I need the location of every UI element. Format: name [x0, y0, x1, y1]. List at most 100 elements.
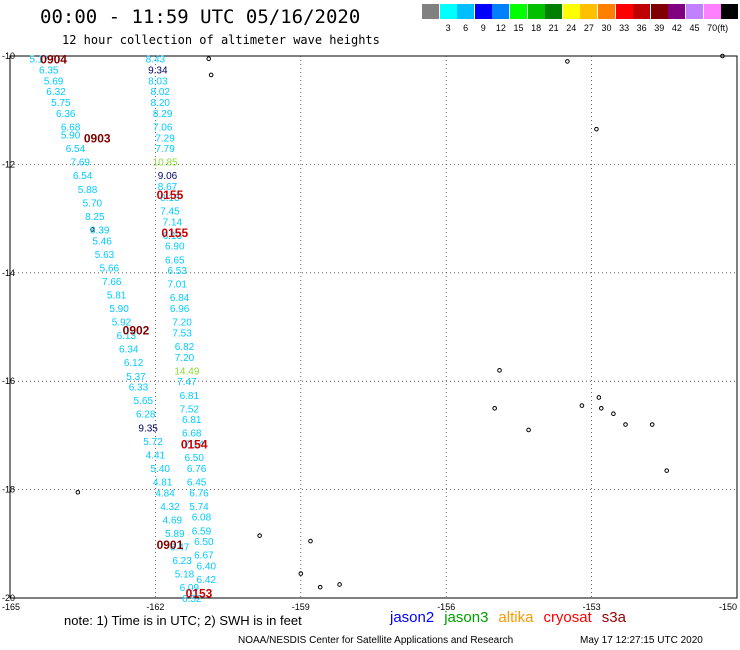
- island-mark: [579, 403, 585, 408]
- wave-height-value: 6.50: [184, 453, 204, 464]
- pass-time-label: 0904: [40, 53, 67, 67]
- wave-height-value: 6.68: [61, 122, 81, 133]
- generated-timestamp: May 17 12:27:15 UTC 2020: [580, 635, 703, 646]
- wave-height-value: 5.37: [126, 372, 146, 383]
- wave-height-value: 5.74: [189, 502, 209, 513]
- wave-height-value: 6.34: [119, 345, 139, 356]
- map-subtitle: 12 hour collection of altimeter wave hei…: [62, 33, 380, 47]
- wave-height-value: 6.23: [172, 556, 192, 567]
- wave-height-value: 8.29: [153, 109, 173, 120]
- wave-height-value: 5.90: [109, 304, 129, 315]
- scale-swatch: [650, 4, 668, 19]
- island-mark: [664, 468, 670, 473]
- wave-height-value: 7.14: [163, 217, 183, 228]
- wave-height-value: 5.75: [51, 98, 71, 109]
- wave-height-value: 6.68: [182, 429, 202, 440]
- scale-swatch: [474, 4, 492, 19]
- scale-label: 6: [463, 23, 469, 33]
- wave-height-value: 6.96: [170, 304, 190, 315]
- island-mark: [75, 490, 81, 495]
- scale-swatch: [439, 4, 457, 19]
- wave-height-value: 6.08: [192, 513, 212, 524]
- wave-height-value: 6.52: [182, 594, 202, 605]
- scale-label: 21: [548, 23, 559, 33]
- wave-height-value: 4.41: [146, 450, 166, 461]
- satellite-legend-jason2: jason2: [390, 609, 435, 626]
- scale-label: 39: [654, 23, 665, 33]
- wave-height-value: 6.47: [170, 543, 190, 554]
- scale-swatch: [492, 4, 510, 19]
- pass-time-label: 0155: [161, 226, 188, 240]
- scale-swatch: [686, 4, 703, 19]
- wave-height-value: 6.12: [124, 358, 144, 369]
- pass-time-label: 0155: [157, 188, 184, 202]
- wave-height-value: 5.18: [175, 570, 195, 581]
- wave-height-value: 6.09: [180, 583, 200, 594]
- scale-swatch: [703, 4, 721, 19]
- wave-height-value: 6.35: [39, 66, 59, 77]
- wave-height-value: 7.14: [184, 440, 204, 451]
- island-mark: [206, 56, 212, 62]
- lon-tick-label: -150: [719, 602, 737, 612]
- wave-height-value: 5.70: [83, 198, 103, 209]
- wave-height-value: 7.45: [160, 206, 180, 217]
- wave-height-value: 5.66: [100, 263, 120, 274]
- satellite-legend-altika: altika: [498, 609, 534, 626]
- lon-tick-label: -153: [583, 602, 601, 612]
- wave-height-value: 8.02: [151, 87, 171, 98]
- island-mark: [497, 368, 502, 373]
- wave-height-value: 9.35: [138, 423, 158, 434]
- wave-height-value: 6.76: [187, 464, 207, 475]
- wave-height-value: 6.76: [189, 488, 209, 499]
- wave-height-value: 8.03: [148, 76, 168, 87]
- scale-label: 9: [480, 23, 486, 33]
- wave-height-value: 6.39: [90, 225, 110, 236]
- wave-height-value: 4.81: [153, 477, 173, 488]
- scale-swatch: [545, 4, 563, 19]
- satellite-legend-s3a: s3a: [601, 609, 626, 626]
- scale-swatch: [580, 4, 598, 19]
- wave-height-value: 8.25: [85, 212, 105, 223]
- wave-height-value: 7.20: [175, 353, 195, 364]
- wave-height-value: 14.49: [174, 366, 199, 377]
- wave-height-value: 6.42: [197, 575, 217, 586]
- scale-label: 18: [531, 23, 542, 33]
- credit-text: NOAA/NESDIS Center for Satellite Applica…: [238, 635, 514, 646]
- wave-height-value: 5.46: [92, 236, 112, 247]
- wave-height-value: 6.90: [165, 242, 185, 253]
- wave-height-value: 6.65: [165, 255, 185, 266]
- wave-height-value: 10.85: [153, 158, 178, 169]
- wave-height-value: 6.53: [167, 266, 187, 277]
- wave-height-value: 6.13: [163, 231, 183, 242]
- island-mark: [598, 406, 604, 411]
- scale-label: 42: [671, 23, 682, 33]
- island-mark: [298, 571, 304, 576]
- wave-height-value: 6.82: [175, 342, 195, 353]
- lon-tick-label: -165: [2, 602, 20, 612]
- pass-time-label: 0901: [157, 538, 184, 552]
- wave-height-value: 5.89: [165, 529, 185, 540]
- wave-height-value: 7.69: [71, 158, 91, 169]
- wave-height-value: 7.20: [172, 318, 192, 329]
- wave-height-value: 6.81: [182, 415, 202, 426]
- wave-height-value: 5.81: [107, 290, 127, 301]
- wave-height-value: 7.06: [153, 122, 173, 133]
- island-mark: [623, 422, 628, 427]
- scale-label: 36: [636, 23, 647, 33]
- island-mark: [720, 53, 725, 59]
- wave-height-value: 6.28: [136, 410, 156, 421]
- wave-height-value: 7.79: [155, 144, 175, 155]
- map-grid: [9, 55, 738, 599]
- wave-height-value: 6.59: [192, 526, 212, 537]
- scale-swatch: [721, 4, 739, 19]
- island-mark: [208, 72, 214, 78]
- scale-label: 3: [445, 23, 451, 33]
- scale-label: 30: [601, 23, 612, 33]
- pass-labels: 0904 0903 0155 0155 0902 0154 0901 0153: [40, 53, 212, 601]
- wave-height-value: 5.92: [112, 318, 132, 329]
- map-title: 00:00 - 11:59 UTC 05/16/2020: [40, 6, 361, 28]
- island-mark: [594, 126, 599, 132]
- wave-height-value: 8.43: [146, 55, 166, 66]
- wave-height-value: 6.81: [180, 391, 200, 402]
